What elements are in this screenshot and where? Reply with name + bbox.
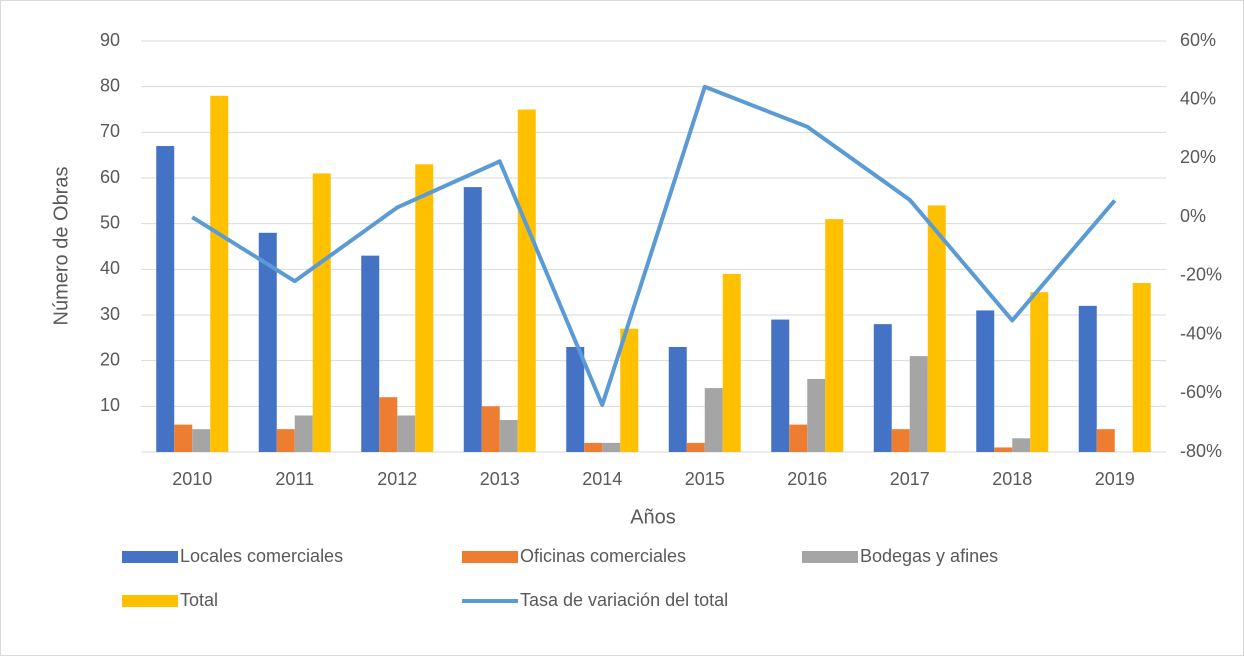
legend-label: Locales comerciales [180,546,343,566]
y2-tick-label: -40% [1180,323,1222,343]
bar [771,319,790,452]
bar [192,429,211,452]
bar [1030,292,1049,452]
bar [499,420,518,452]
bar [210,95,229,453]
bar [415,164,434,453]
bar [481,406,500,452]
y-tick-label: 10 [100,395,120,415]
y-tick-label: 80 [100,75,120,95]
bar [1096,429,1115,452]
y-tick-label: 40 [100,258,120,278]
bar [976,310,995,452]
bar [668,346,687,452]
legend-swatch [122,551,178,563]
y-tick-label: 50 [100,212,120,232]
legend-label: Total [180,590,218,610]
legend-label: Bodegas y afines [860,546,998,566]
legend-swatch [122,595,178,607]
legend-swatch [802,551,858,563]
bar [517,109,536,452]
y-tick-label: 30 [100,304,120,324]
bar [174,424,193,452]
x-tick-label: 2012 [377,469,417,489]
y-tick-label: 70 [100,121,120,141]
x-tick-label: 2010 [172,469,212,489]
y2-tick-label: 60% [1180,30,1216,50]
x-tick-label: 2015 [685,469,725,489]
bar [825,219,844,452]
legend-swatch [462,551,518,563]
bar [584,442,603,452]
y-axis-title: Número de Obras [50,167,72,326]
bar [927,205,946,452]
legend-label: Tasa de variación del total [520,590,728,610]
line [191,84,1117,408]
bar [909,356,928,452]
x-tick-label: 2014 [582,469,622,489]
bar [686,442,705,452]
y2-tick-label: -80% [1180,441,1222,461]
y2-tick-label: 20% [1180,147,1216,167]
bar [276,429,295,452]
x-tick-label: 2019 [1095,469,1135,489]
x-tick-label: 2018 [992,469,1032,489]
y2-tick-label: -20% [1180,265,1222,285]
y-tick-label: 90 [100,30,120,50]
bar [722,273,741,452]
x-tick-label: 2011 [275,469,314,489]
bar [361,255,380,452]
y-tick-label: 60 [100,167,120,187]
bar [156,146,175,453]
y2-tick-label: -60% [1180,382,1222,402]
x-axis-title: Años [630,506,676,528]
bar [258,232,277,452]
bar [873,324,892,452]
bar [294,415,313,452]
bar [397,415,416,452]
y2-tick-label: 0% [1180,206,1206,226]
bar [1078,305,1097,452]
x-tick-label: 2017 [890,469,930,489]
y-tick-label: 20 [100,349,120,369]
bar [566,346,585,452]
bar [891,429,910,452]
bar [602,442,621,452]
bar [704,388,723,452]
bar [807,378,826,452]
legend-label: Oficinas comerciales [520,546,686,566]
bar [620,328,639,452]
x-tick-label: 2016 [787,469,827,489]
bar [379,397,398,452]
bar [1132,283,1151,452]
y2-tick-label: 40% [1180,88,1216,108]
x-tick-label: 2013 [480,469,520,489]
bar [463,187,482,452]
bar [789,424,808,452]
bar [312,173,331,452]
bar [1012,438,1031,452]
bar [994,447,1013,452]
